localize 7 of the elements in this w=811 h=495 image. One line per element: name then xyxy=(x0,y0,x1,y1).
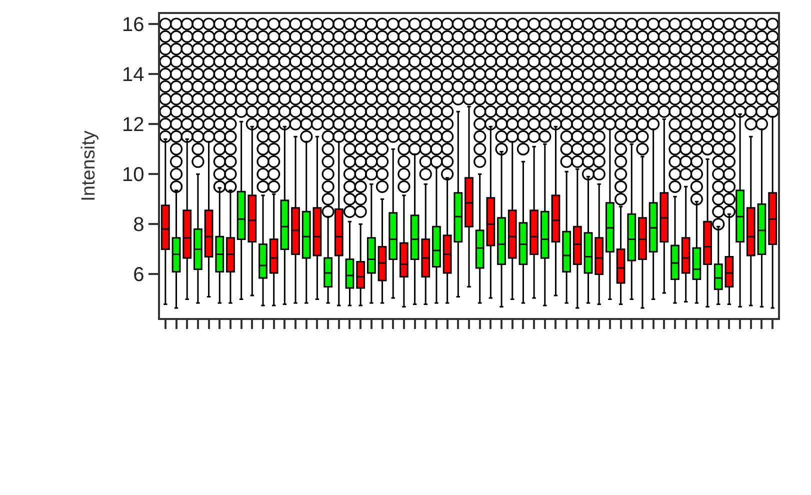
y-axis-title: Intensity xyxy=(78,130,100,202)
y-tick-label: 12 xyxy=(122,114,144,136)
y-tick-label: 14 xyxy=(122,64,144,86)
y-tick-label: 10 xyxy=(122,164,144,186)
y-tick-label: 6 xyxy=(133,264,144,286)
y-tick-label: 8 xyxy=(133,214,144,236)
y-tick-label: 16 xyxy=(122,14,144,36)
